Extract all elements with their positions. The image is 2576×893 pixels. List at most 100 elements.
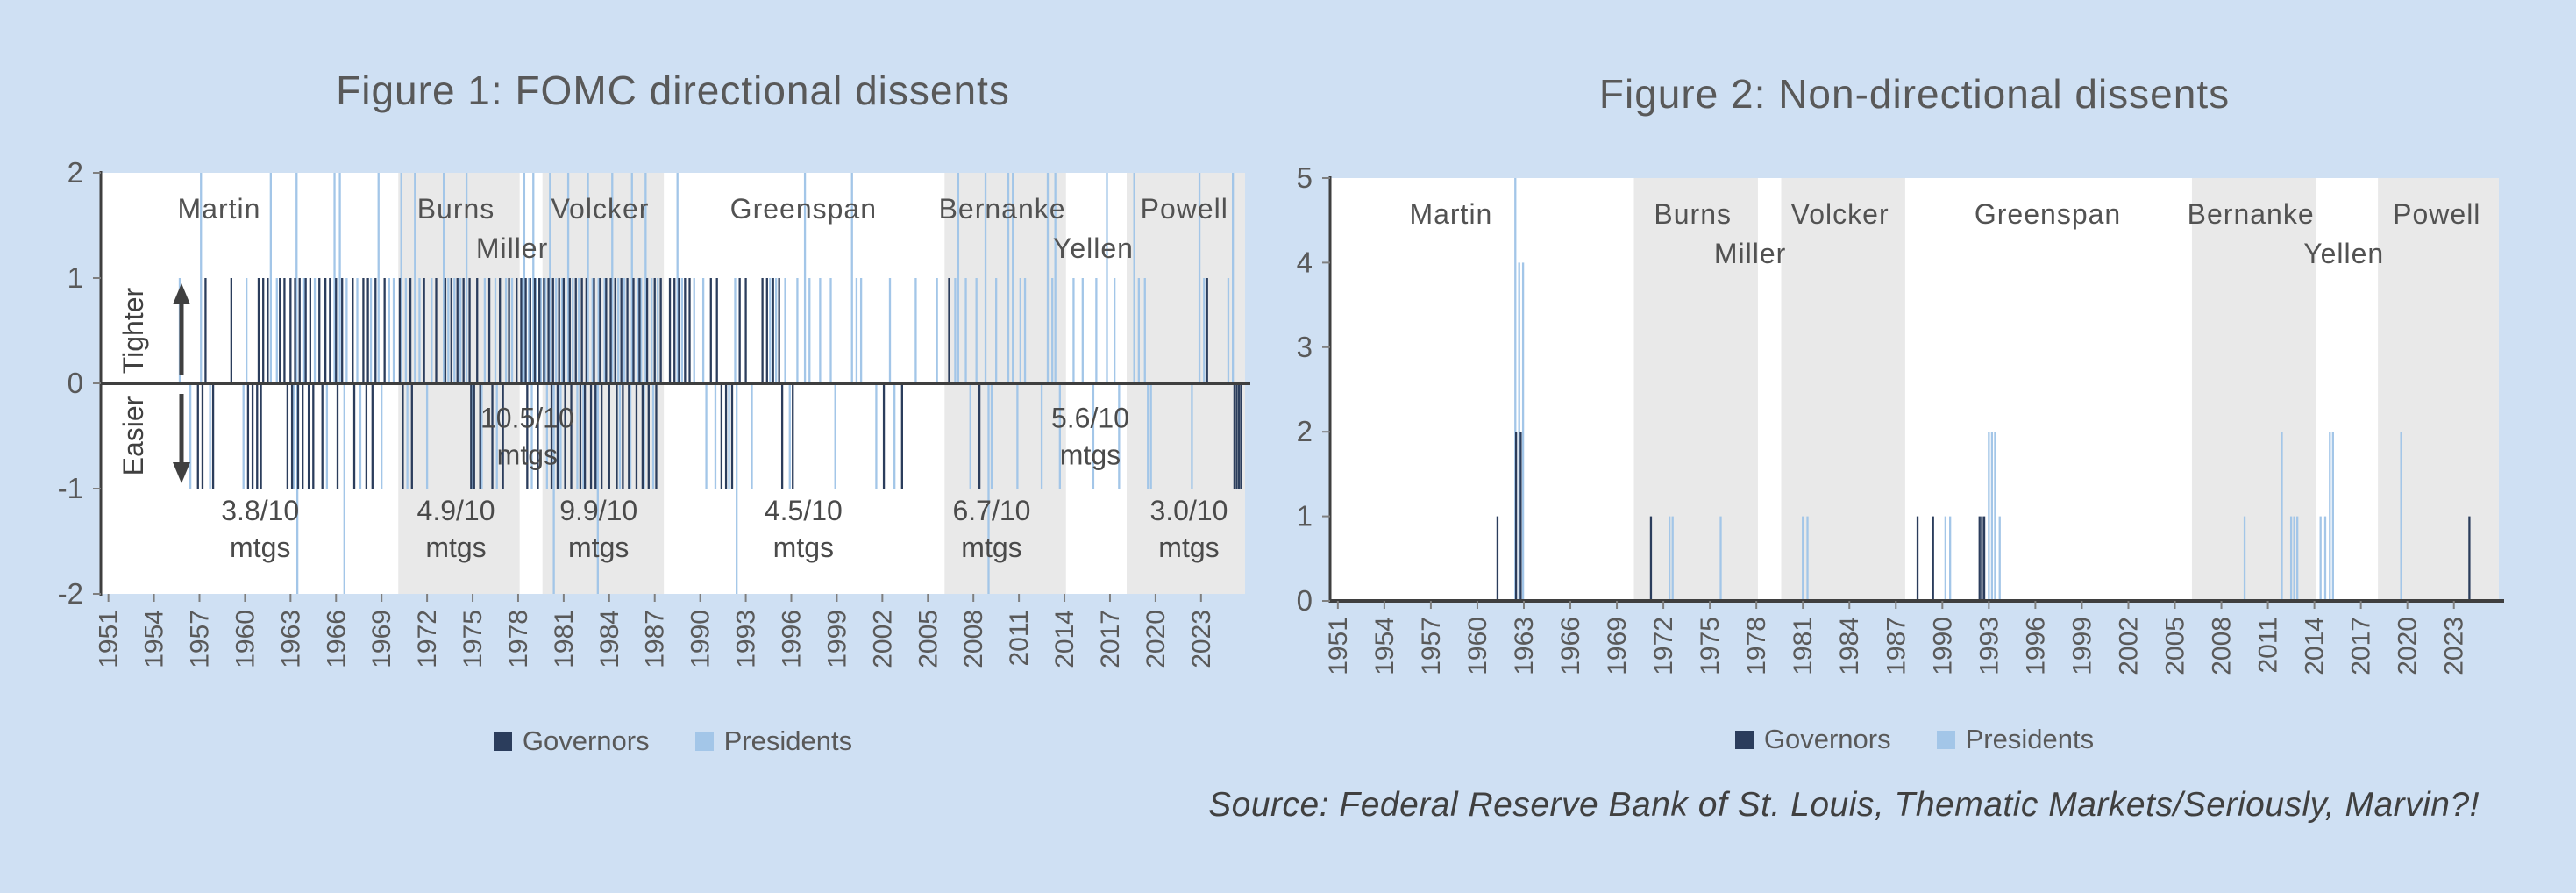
era-label-miller: Miller (1714, 238, 1786, 269)
y-tick-label: 1 (68, 261, 83, 294)
figure1-legend: Governors Presidents (101, 725, 1245, 757)
tighter-label: Tighter (117, 287, 149, 374)
dissent-bar (1206, 278, 1208, 383)
dissent-bar (374, 278, 377, 383)
x-tick-label: 2020 (1142, 610, 1171, 668)
dissent-bar (775, 278, 778, 383)
dissent-bar (701, 278, 705, 383)
dissent-bar (728, 383, 730, 489)
annotation-4: 4.5/10 mtgs (765, 495, 843, 563)
dissent-bar (574, 278, 577, 383)
legend-label: Presidents (723, 725, 853, 756)
annotation-3: 9.9/10 mtgs (559, 495, 637, 563)
dissent-bar (1137, 278, 1140, 383)
dissent-bar (381, 383, 383, 489)
x-tick-label: 1981 (1789, 617, 1818, 675)
dissent-bar (644, 173, 647, 383)
dissent-bar (1233, 383, 1236, 489)
dissent-bar (645, 278, 649, 383)
dissent-bar (1944, 516, 1947, 601)
dissent-bar (329, 278, 331, 383)
era-label-martin: Martin (178, 193, 261, 225)
era-label-greenspan: Greenspan (730, 193, 877, 225)
dissent-bar (539, 278, 543, 383)
era-label-burns: Burns (417, 193, 495, 225)
dissent-bar (618, 383, 622, 489)
dissent-bar (914, 278, 917, 383)
era-label-volcker: Volcker (1791, 198, 1889, 230)
dissent-bar (1806, 516, 1809, 601)
dissent-bar (362, 278, 365, 383)
x-tick-label: 2023 (1187, 610, 1216, 668)
annotation-7: 3.0/10 mtgs (1149, 495, 1228, 563)
x-tick-label: 1960 (231, 610, 260, 668)
annotation-5: 6.7/10 mtgs (952, 495, 1030, 563)
dissent-bar (576, 383, 579, 489)
x-tick-label: 1984 (595, 610, 624, 668)
x-tick-label: 2005 (914, 610, 943, 668)
dissent-bar (2329, 432, 2331, 601)
dissent-bar (1106, 173, 1108, 383)
legend-item-presidents: Presidents (1936, 724, 2094, 755)
x-tick-label: 2008 (2208, 617, 2237, 675)
x-tick-label: 1993 (1975, 617, 2003, 675)
dissent-bar (383, 278, 386, 383)
x-tick-label: 1951 (95, 610, 124, 668)
dissent-bar (242, 383, 245, 489)
x-tick-label: 1969 (367, 610, 396, 668)
dissent-bar (730, 383, 734, 489)
dissent-bar (504, 278, 508, 383)
dissent-bar (1227, 278, 1230, 383)
x-tick-label: 1996 (2021, 617, 2050, 675)
dissent-bar (230, 278, 232, 383)
dissent-bar (550, 383, 553, 489)
dissent-bar (578, 278, 580, 383)
dissent-bar (593, 278, 595, 383)
y-tick-label: 0 (1297, 584, 1313, 617)
dissent-bar (599, 278, 601, 383)
dissent-bar (533, 278, 537, 383)
dissent-bar (1203, 278, 1206, 383)
dissent-bar (294, 278, 296, 383)
y-tick-label: 4 (1297, 246, 1313, 278)
dissent-bar (283, 278, 286, 383)
dissent-bar (611, 173, 614, 383)
dissent-bar (1649, 516, 1653, 601)
x-tick-label: 1966 (322, 610, 351, 668)
presidents-swatch-icon (694, 732, 714, 751)
dissent-bar (2296, 516, 2299, 601)
dissent-bar (325, 383, 329, 489)
era-label-burns: Burns (1654, 198, 1732, 230)
dissent-bar (369, 278, 373, 383)
era-label-bernanke: Bernanke (2188, 198, 2315, 230)
dissent-bar (471, 383, 474, 489)
dissent-bar (2468, 516, 2471, 601)
dissent-bar (564, 383, 566, 489)
era-label-greenspan: Greenspan (1975, 198, 2121, 230)
dissent-bar (414, 173, 416, 383)
dissent-bar (617, 278, 620, 383)
dissent-bar (1916, 516, 1919, 601)
dissent-bar (2331, 432, 2334, 601)
dissent-bar (591, 278, 594, 383)
figure1-title: Figure 1: FOMC directional dissents (336, 68, 1010, 113)
dissent-bar (480, 383, 483, 489)
dissent-bar (724, 383, 728, 489)
dissent-bar (526, 383, 529, 489)
dissent-bar (601, 383, 603, 489)
dissent-bar (678, 278, 680, 383)
dissent-bar (1990, 432, 1994, 601)
dissent-bar (623, 278, 626, 383)
dissent-bar (275, 278, 278, 383)
y-tick-label: 1 (1297, 500, 1313, 532)
dissent-bar (1518, 262, 1520, 601)
dissent-bar (834, 383, 836, 489)
dissent-bar (211, 383, 215, 489)
dissent-bar (1198, 173, 1201, 383)
dissent-bar (587, 173, 589, 383)
dissent-bar (629, 383, 632, 489)
dissent-bar (1118, 383, 1121, 489)
dissent-bar (2243, 516, 2246, 601)
dissent-bar (1040, 383, 1043, 489)
y-tick-label: -2 (58, 577, 83, 610)
